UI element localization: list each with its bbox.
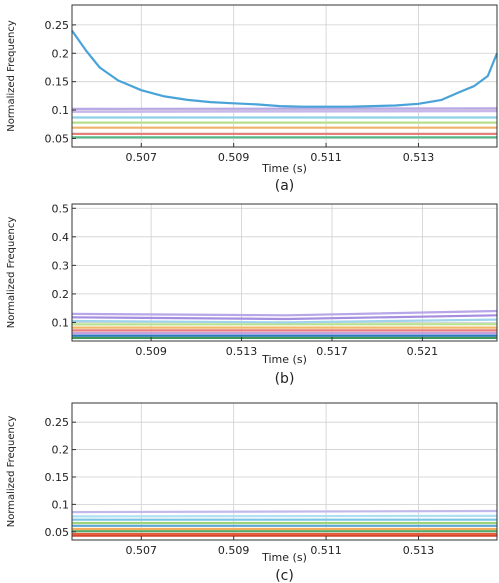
- series-line-2: [71, 314, 498, 321]
- y-tick-label: 0.3: [52, 259, 70, 272]
- x-tick-label: 0.513: [403, 544, 435, 557]
- y-axis-label: Normalized Frequency: [6, 217, 17, 329]
- series-line-3: [71, 110, 498, 113]
- x-tick-label: 0.513: [403, 151, 435, 164]
- y-tick-label: 0.1: [52, 104, 70, 117]
- series-line-3: [71, 318, 498, 324]
- y-tick-label: 0.05: [45, 132, 70, 145]
- subplot-3: 0.507 0.509 0.511 0.513 0.05 0.1 0.15 0.2 0.25 Ti…: [6, 402, 498, 583]
- x-axis-label: Time (s): [261, 551, 307, 564]
- y-tick-label: 0.1: [52, 316, 70, 329]
- y-tick-label: 0.25: [45, 19, 70, 32]
- y-tick-label: 0.1: [52, 498, 70, 511]
- axes-frame: [71, 4, 498, 148]
- y-tick-label: 0.25: [45, 416, 70, 429]
- subplot-1: 0.507 0.509 0.511 0.513 0.05 0.1 0.15 0.2 0.25 Ti…: [6, 4, 499, 194]
- y-tick-label: 0.15: [45, 471, 70, 484]
- x-tick-label: 0.507: [126, 151, 158, 164]
- x-tick-label: 0.517: [316, 345, 348, 358]
- panel-label: (c): [275, 568, 294, 583]
- series-line-1: [71, 509, 498, 514]
- series-line-1: [71, 309, 498, 317]
- axes-frame: [71, 203, 498, 342]
- y-tick-label: 0.5: [52, 202, 70, 215]
- y-tick-label: 0.4: [52, 231, 70, 244]
- x-tick-label: 0.521: [407, 345, 439, 358]
- x-tick-label: 0.511: [310, 151, 342, 164]
- y-tick-label: 0.15: [45, 76, 70, 89]
- y-axis-label: Normalized Frequency: [6, 20, 17, 132]
- x-axis-label: Time (s): [261, 353, 307, 366]
- panel-label: (b): [275, 371, 295, 387]
- x-axis-label: Time (s): [261, 162, 307, 175]
- plot-area: [72, 5, 497, 147]
- panel-label: (a): [275, 178, 295, 194]
- y-axis-label: Normalized Frequency: [6, 416, 17, 528]
- y-tick-label: 0.2: [52, 47, 70, 60]
- x-tick-label: 0.507: [126, 544, 158, 557]
- series-line-2: [71, 514, 498, 518]
- x-tick-label: 0.509: [135, 345, 167, 358]
- axes-frame: [71, 402, 498, 541]
- x-tick-label: 0.511: [310, 544, 342, 557]
- subplot-2: 0.509 0.513 0.517 0.521 0.1 0.2 0.3 0.4 0.5 Time …: [6, 202, 498, 387]
- series-line-2: [71, 107, 498, 111]
- x-tick-label: 0.509: [218, 544, 250, 557]
- y-tick-label: 0.2: [52, 444, 70, 457]
- y-tick-label: 0.2: [52, 288, 70, 301]
- x-tick-label: 0.509: [218, 151, 250, 164]
- y-tick-label: 0.05: [45, 526, 70, 539]
- series-line-1: [71, 29, 499, 108]
- x-tick-label: 0.513: [226, 345, 258, 358]
